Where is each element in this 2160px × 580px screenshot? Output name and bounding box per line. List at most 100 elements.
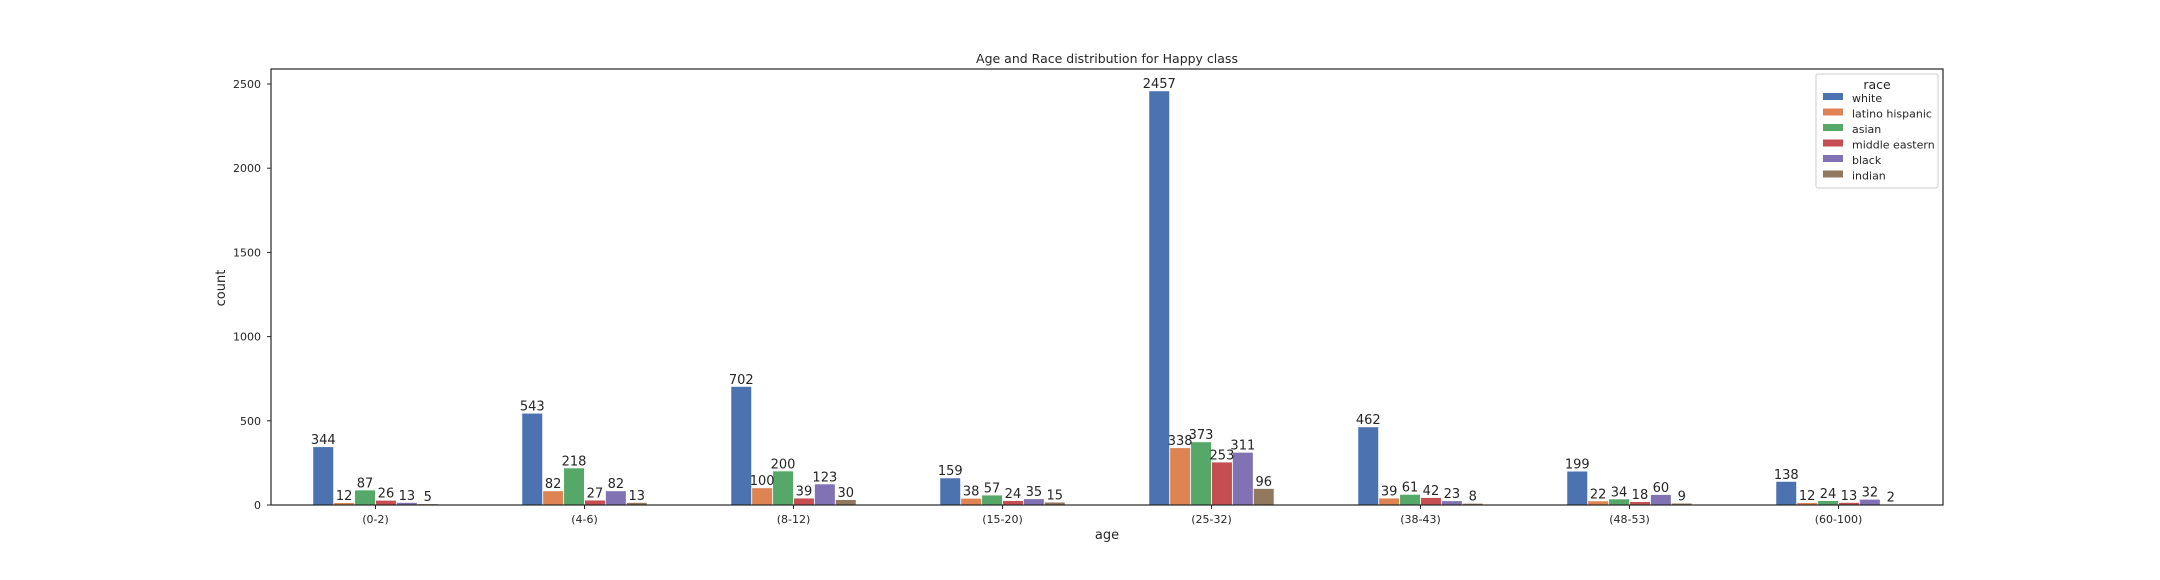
y-tick-label: 2500 bbox=[233, 78, 261, 91]
y-tick-label: 1500 bbox=[233, 246, 261, 259]
bar-value-label: 159 bbox=[938, 464, 963, 479]
y-tick-label: 2000 bbox=[233, 162, 261, 175]
bar-value-label: 26 bbox=[378, 487, 395, 502]
plot-area-frame bbox=[271, 69, 1943, 505]
bar-value-label: 199 bbox=[1565, 457, 1590, 472]
bar-asian bbox=[773, 471, 793, 505]
bar-value-label: 87 bbox=[357, 476, 374, 491]
y-tick-label: 0 bbox=[254, 499, 261, 512]
legend-label: middle eastern bbox=[1852, 139, 1935, 152]
bar-white bbox=[1776, 482, 1796, 505]
x-tick-label: (4-6) bbox=[571, 513, 598, 526]
bar-white bbox=[1358, 427, 1378, 505]
bar-asian bbox=[564, 468, 584, 505]
bar-value-label: 60 bbox=[1653, 481, 1670, 496]
bar-value-label: 24 bbox=[1820, 487, 1837, 502]
bar-value-label: 344 bbox=[311, 433, 336, 448]
bar-value-label: 123 bbox=[812, 470, 837, 485]
bar-value-label: 57 bbox=[984, 481, 1001, 496]
legend-title: race bbox=[1863, 77, 1891, 92]
bar-latino-hispanic bbox=[752, 488, 772, 505]
x-tick-label: (60-100) bbox=[1815, 513, 1863, 526]
bar-value-label: 27 bbox=[587, 486, 604, 501]
bar-value-label: 2457 bbox=[1143, 77, 1176, 92]
bar-value-label: 13 bbox=[1841, 489, 1858, 504]
bar-value-label: 311 bbox=[1230, 439, 1255, 454]
x-tick-label: (38-43) bbox=[1400, 513, 1441, 526]
bar-value-label: 82 bbox=[545, 477, 562, 492]
x-axis-label: age bbox=[1095, 528, 1119, 543]
bar-value-label: 61 bbox=[1402, 481, 1419, 496]
bar-value-label: 218 bbox=[562, 454, 587, 469]
legend-label: latino hispanic bbox=[1852, 108, 1932, 121]
x-tick-label: (15-20) bbox=[982, 513, 1023, 526]
bar-value-label: 373 bbox=[1189, 428, 1214, 443]
legend-swatch bbox=[1823, 140, 1843, 147]
x-tick-label: (48-53) bbox=[1609, 513, 1650, 526]
bar-asian bbox=[355, 490, 375, 505]
bar-black bbox=[1651, 495, 1671, 505]
bar-white bbox=[522, 414, 542, 505]
y-axis-label: count bbox=[214, 270, 229, 307]
legend: race white latino hispanic asian middle eas… bbox=[1816, 74, 1938, 188]
bar-latino-hispanic bbox=[543, 491, 563, 505]
bar-value-label: 462 bbox=[1356, 413, 1381, 428]
bar-value-label: 13 bbox=[399, 489, 416, 504]
bar-value-label: 30 bbox=[837, 486, 854, 501]
bars-group bbox=[313, 91, 1901, 505]
bar-asian bbox=[1191, 442, 1211, 505]
bar-value-label: 702 bbox=[729, 373, 754, 388]
legend-swatch bbox=[1823, 171, 1843, 178]
bar-asian bbox=[982, 495, 1002, 505]
bar-value-label: 32 bbox=[1862, 486, 1879, 501]
bar-value-label: 13 bbox=[628, 489, 645, 504]
bar-middle-eastern bbox=[1421, 498, 1441, 505]
legend-label: asian bbox=[1852, 123, 1881, 136]
bar-black bbox=[1233, 453, 1253, 505]
bar-asian bbox=[1400, 495, 1420, 505]
bar-value-label: 35 bbox=[1026, 485, 1043, 500]
legend-swatch bbox=[1823, 155, 1843, 162]
x-tick-label: (0-2) bbox=[362, 513, 389, 526]
bar-value-label: 200 bbox=[771, 457, 796, 472]
bar-value-label: 9 bbox=[1678, 489, 1686, 504]
bar-white bbox=[731, 387, 751, 505]
legend-label: indian bbox=[1852, 170, 1886, 183]
x-tick-label: (25-32) bbox=[1191, 513, 1232, 526]
bar-value-label: 15 bbox=[1046, 488, 1063, 503]
bar-value-label: 5 bbox=[424, 490, 432, 505]
legend-swatch bbox=[1823, 124, 1843, 131]
legend-swatch bbox=[1823, 93, 1843, 100]
bar-value-label: 12 bbox=[1799, 489, 1816, 504]
bar-value-label: 96 bbox=[1255, 475, 1272, 490]
bar-white bbox=[940, 478, 960, 505]
bar-value-label: 8 bbox=[1469, 490, 1477, 505]
bar-value-label: 22 bbox=[1590, 487, 1607, 502]
bar-latino-hispanic bbox=[1170, 448, 1190, 505]
bar-value-label: 23 bbox=[1444, 487, 1461, 502]
bar-value-label: 138 bbox=[1774, 468, 1799, 483]
bar-value-label: 100 bbox=[750, 474, 775, 489]
bar-value-label: 12 bbox=[336, 489, 353, 504]
legend-swatch bbox=[1823, 109, 1843, 116]
bar-value-label: 2 bbox=[1887, 491, 1895, 506]
bar-value-label: 82 bbox=[608, 477, 625, 492]
bar-value-label: 543 bbox=[520, 400, 545, 415]
bar-white bbox=[1149, 91, 1169, 505]
x-axis-ticks: (0-2) (4-6) (8-12) (15-20) (25-32) (38-43) (48… bbox=[362, 505, 1862, 526]
bar-value-label: 39 bbox=[1381, 484, 1398, 499]
chart-title: Age and Race distribution for Happy clas… bbox=[976, 51, 1238, 66]
bar-value-label: 39 bbox=[796, 484, 813, 499]
bar-indian bbox=[1254, 489, 1274, 505]
legend-label: black bbox=[1852, 154, 1882, 167]
legend-label: white bbox=[1852, 92, 1882, 105]
bar-value-label: 34 bbox=[1611, 485, 1628, 500]
bar-middle-eastern bbox=[1212, 462, 1232, 505]
bar-value-label: 24 bbox=[1005, 487, 1022, 502]
bar-black bbox=[815, 484, 835, 505]
x-tick-label: (8-12) bbox=[777, 513, 811, 526]
bar-value-label: 18 bbox=[1632, 488, 1649, 503]
